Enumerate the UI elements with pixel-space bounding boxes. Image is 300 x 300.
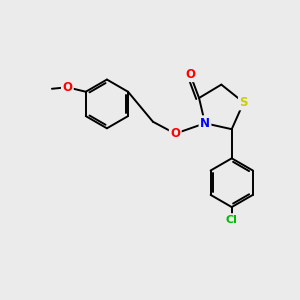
Text: O: O — [62, 81, 72, 94]
Text: Cl: Cl — [226, 214, 238, 224]
Text: O: O — [185, 68, 195, 81]
Text: S: S — [239, 96, 248, 109]
Text: N: N — [200, 117, 210, 130]
Text: O: O — [170, 127, 180, 140]
